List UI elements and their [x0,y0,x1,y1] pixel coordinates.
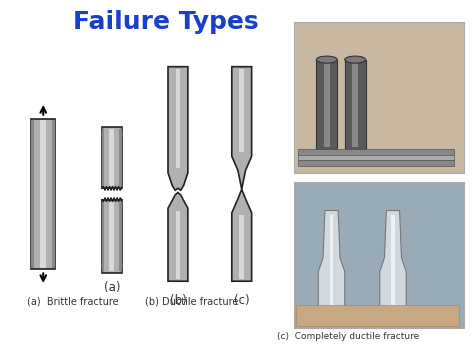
Polygon shape [232,189,252,281]
Bar [102,200,122,273]
Bar [109,202,114,271]
Polygon shape [380,211,406,321]
Polygon shape [175,211,180,279]
Bar [102,202,104,271]
Bar [294,22,464,173]
Polygon shape [391,215,395,319]
Bar [345,60,365,149]
Text: (c)  Completely ductile fracture: (c) Completely ductile fracture [277,332,419,341]
Bar [294,182,464,328]
Bar [299,149,455,155]
Polygon shape [168,192,188,281]
Polygon shape [239,69,244,152]
Bar [299,154,455,160]
Polygon shape [168,67,188,190]
Bar [317,60,337,149]
Bar [296,305,459,326]
Ellipse shape [317,56,337,63]
Text: (a)  Brittle fracture: (a) Brittle fracture [27,297,118,307]
Bar [109,129,114,186]
Bar [52,120,55,268]
Bar [40,120,46,268]
Polygon shape [318,211,345,321]
Text: (b) Ductile fracture: (b) Ductile fracture [145,297,238,307]
Bar [324,62,329,147]
Bar [102,129,104,186]
Ellipse shape [345,56,365,63]
Bar [299,160,455,166]
Bar [119,202,122,271]
Bar [31,120,34,268]
Text: (b): (b) [170,294,186,307]
Polygon shape [175,69,180,168]
Text: (c): (c) [234,294,249,307]
Text: (a): (a) [103,281,120,294]
Bar [31,119,55,269]
Polygon shape [232,67,252,189]
Bar [102,127,122,189]
Bar [119,129,122,186]
Text: Failure Types: Failure Types [73,10,259,34]
Polygon shape [239,215,244,279]
Bar [352,62,358,147]
Polygon shape [329,215,333,319]
